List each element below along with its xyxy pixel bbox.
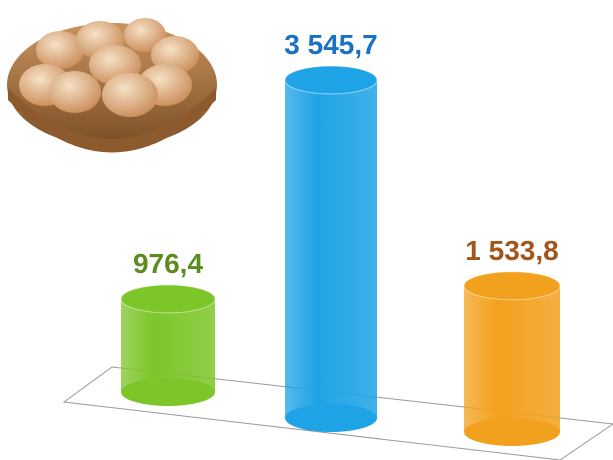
bar <box>463 271 561 446</box>
bar-top <box>120 284 216 314</box>
bar-top <box>284 65 378 95</box>
bar <box>120 284 216 406</box>
bar-body <box>285 80 377 418</box>
value-label: 3 545,7 <box>284 29 377 60</box>
value-label: 1 533,8 <box>465 235 558 266</box>
egg-basket <box>7 18 217 153</box>
bar <box>284 65 378 432</box>
bar-body <box>121 298 215 392</box>
bar-top <box>463 271 561 301</box>
bar-body <box>464 285 560 432</box>
value-label: 976,4 <box>133 248 203 279</box>
